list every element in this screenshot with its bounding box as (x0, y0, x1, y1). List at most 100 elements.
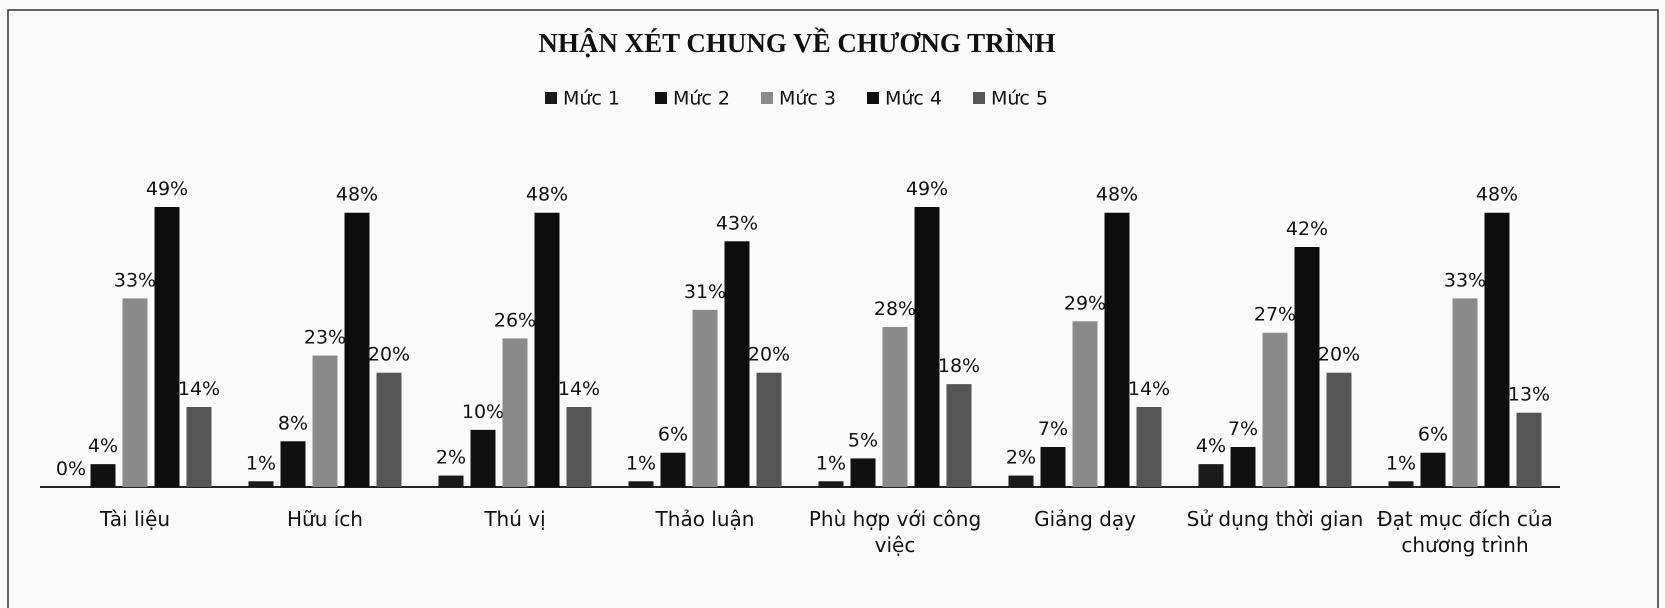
data-label: 2% (1006, 447, 1036, 469)
legend-swatch (973, 92, 985, 104)
bar (154, 207, 180, 487)
bar (344, 212, 370, 487)
bar (756, 372, 782, 487)
bar (280, 441, 306, 487)
bar (1452, 298, 1478, 487)
bar (1230, 447, 1256, 487)
data-label: 6% (1418, 424, 1448, 446)
data-label: 6% (658, 424, 688, 446)
legend-label: Mức 5 (991, 88, 1048, 110)
data-label: 7% (1038, 418, 1068, 440)
bar (660, 452, 686, 487)
data-label: 8% (278, 412, 308, 434)
bar (534, 212, 560, 487)
data-label: 27% (1254, 304, 1296, 326)
data-label: 23% (304, 327, 346, 349)
data-label: 20% (1318, 344, 1360, 366)
bar (248, 481, 274, 487)
legend-swatch (655, 92, 667, 104)
bar (376, 372, 402, 487)
legend-label: Mức 3 (779, 88, 836, 110)
bar (122, 298, 148, 487)
x-tick-label: Thú vị (484, 507, 546, 531)
data-label: 33% (114, 269, 156, 291)
bar (724, 241, 750, 487)
bar (946, 384, 972, 487)
legend-label: Mức 1 (563, 88, 620, 110)
bar (566, 407, 592, 487)
data-label: 33% (1444, 269, 1486, 291)
bar (438, 475, 464, 487)
data-label: 14% (558, 378, 600, 400)
x-tick-label: Hữu ích (287, 507, 363, 531)
bar (1198, 464, 1224, 487)
data-label: 7% (1228, 418, 1258, 440)
data-label: 18% (938, 355, 980, 377)
legend-label: Mức 2 (673, 88, 730, 110)
data-label: 4% (88, 435, 118, 457)
bar (914, 207, 940, 487)
x-tick-label: Tài liệu (99, 507, 171, 531)
bar (312, 355, 338, 487)
x-tick-label: Sử dụng thời gian (1186, 507, 1364, 531)
bar (502, 338, 528, 487)
data-label: 14% (178, 378, 220, 400)
bar (1516, 412, 1542, 487)
data-label: 42% (1286, 218, 1328, 240)
data-label: 20% (368, 344, 410, 366)
x-tick-label: Giảng dạy (1034, 507, 1136, 531)
data-label: 4% (1196, 435, 1226, 457)
bar (1040, 447, 1066, 487)
bar (818, 481, 844, 487)
data-label: 43% (716, 212, 758, 234)
data-label: 20% (748, 344, 790, 366)
data-label: 28% (874, 298, 916, 320)
data-label: 1% (816, 452, 846, 474)
data-label: 1% (246, 452, 276, 474)
legend-swatch (761, 92, 773, 104)
chart-title: NHẬN XÉT CHUNG VỀ CHƯƠNG TRÌNH (538, 27, 1055, 58)
data-label: 49% (146, 178, 188, 200)
bar (1420, 452, 1446, 487)
data-label: 49% (906, 178, 948, 200)
bar (850, 458, 876, 487)
data-label: 48% (1096, 184, 1138, 206)
bar (1104, 212, 1130, 487)
legend-label: Mức 4 (885, 88, 942, 110)
bar (1388, 481, 1414, 487)
bar (1326, 372, 1352, 487)
data-label: 10% (462, 401, 504, 423)
bar (628, 481, 654, 487)
bar (1072, 321, 1098, 487)
x-tick-label: Phù hợp với công việc (808, 507, 982, 557)
bar (882, 327, 908, 487)
data-label: 14% (1128, 378, 1170, 400)
data-label: 1% (626, 452, 656, 474)
legend-swatch (867, 92, 879, 104)
bar (1008, 475, 1034, 487)
bar (1294, 247, 1320, 487)
legend-swatch (545, 92, 557, 104)
data-label: 48% (1476, 184, 1518, 206)
data-label: 29% (1064, 292, 1106, 314)
bar (1262, 332, 1288, 487)
bar (692, 309, 718, 487)
data-label: 1% (1386, 452, 1416, 474)
chart-frame (7, 9, 1659, 608)
bar (470, 429, 496, 487)
bar (1136, 407, 1162, 487)
data-label: 0% (56, 458, 86, 480)
data-label: 5% (848, 429, 878, 451)
data-label: 48% (526, 184, 568, 206)
data-label: 26% (494, 309, 536, 331)
x-tick-label: Thảo luận (655, 507, 755, 531)
data-label: 48% (336, 184, 378, 206)
data-label: 2% (436, 447, 466, 469)
bar (1484, 212, 1510, 487)
bar (90, 464, 116, 487)
bar (186, 407, 212, 487)
data-label: 31% (684, 281, 726, 303)
data-label: 13% (1508, 384, 1550, 406)
